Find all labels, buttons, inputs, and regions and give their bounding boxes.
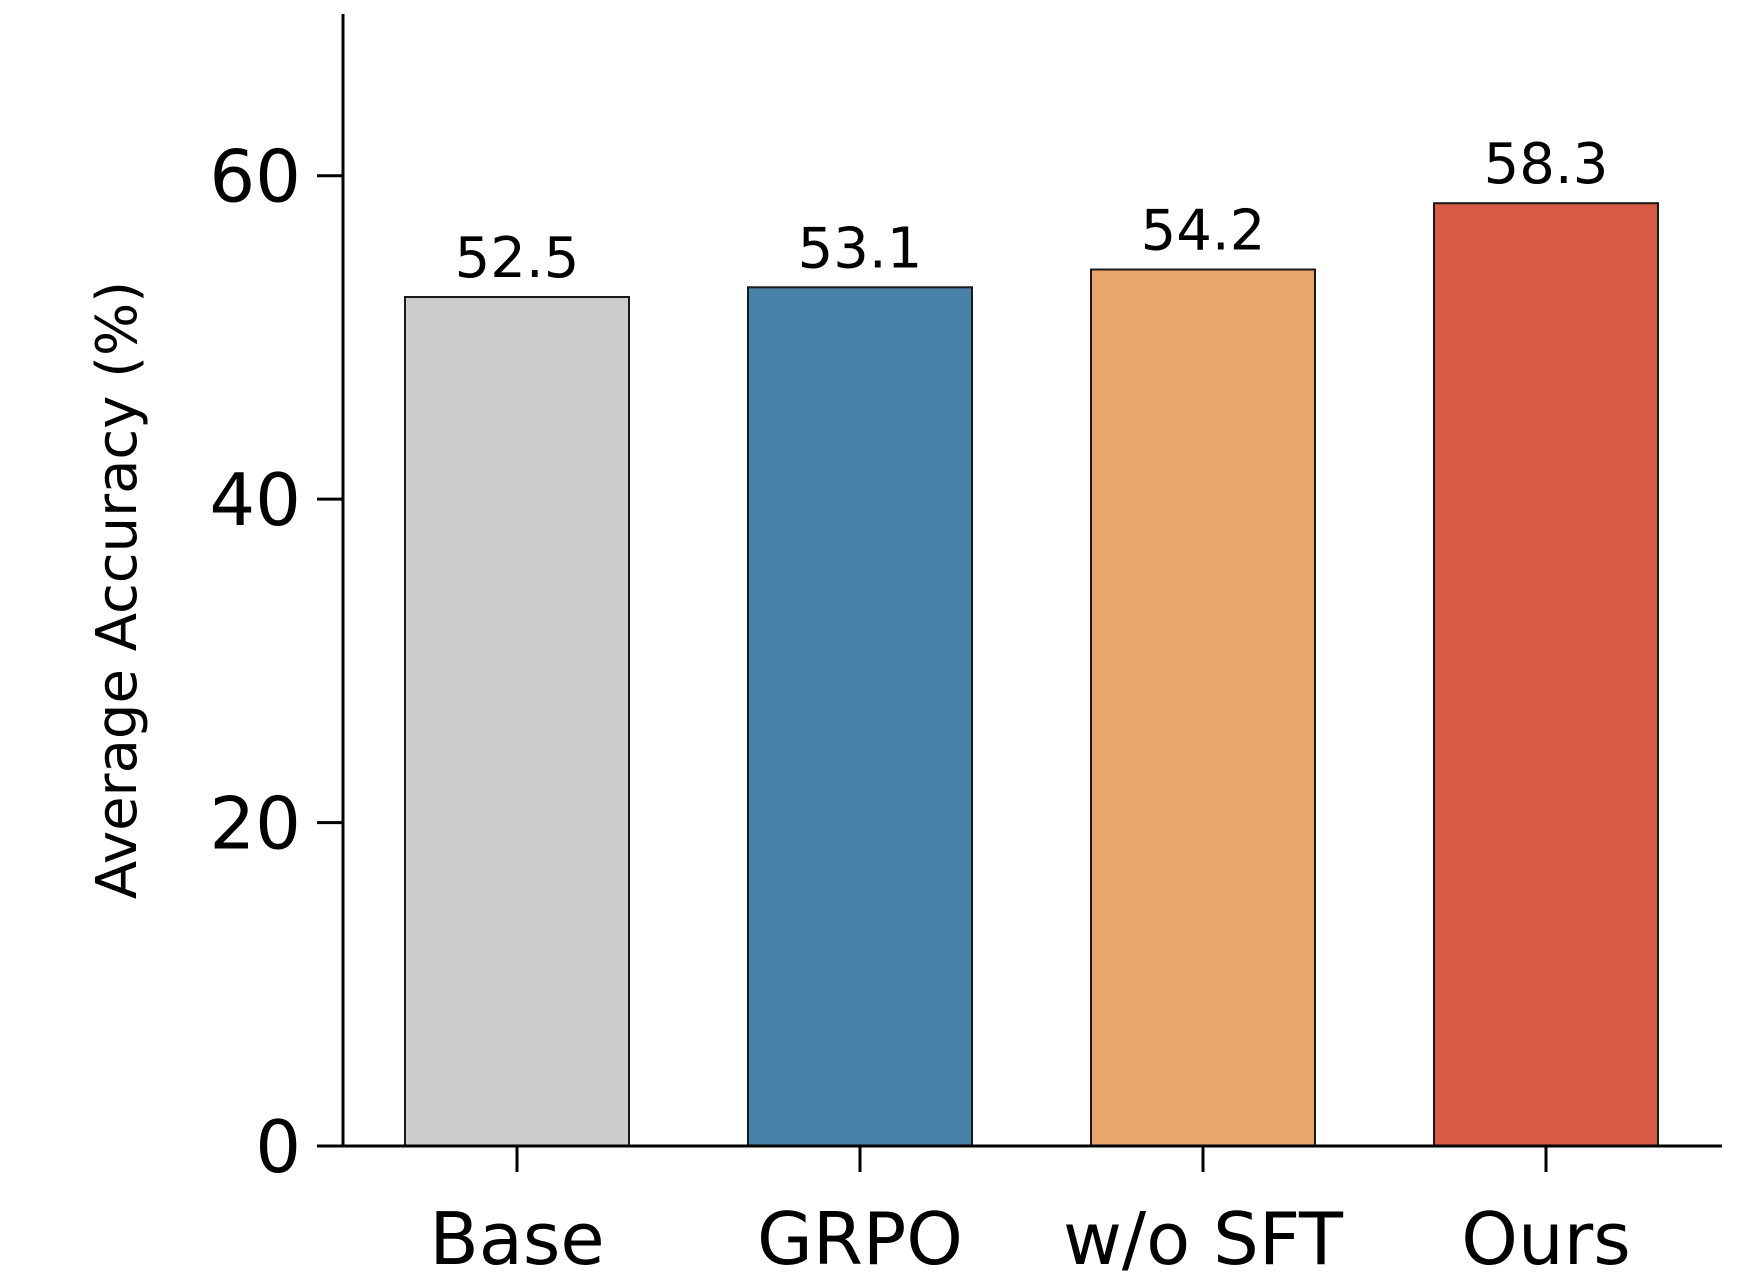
bar (1433, 202, 1659, 1148)
y-tick-label: 60 (209, 135, 301, 219)
y-tick-label: 0 (255, 1105, 301, 1189)
x-tick-label: w/o SFT (1063, 1197, 1344, 1281)
value-labels-layer: 52.5 53.1 54.2 58.3 (455, 132, 1609, 291)
value-label: 58.3 (1484, 132, 1609, 197)
value-label: 52.5 (455, 226, 580, 291)
value-label: 53.1 (798, 216, 923, 281)
y-axis-title: Average Accuracy (%) (85, 281, 150, 899)
x-tick-label: Ours (1461, 1197, 1630, 1281)
bars-layer (404, 202, 1659, 1148)
bar (747, 286, 973, 1148)
y-tick-label: 40 (209, 458, 301, 542)
bar (1090, 268, 1316, 1148)
ticks-layer: Base GRPO w/o SFT Ours 0 20 40 60 (209, 135, 1630, 1281)
x-tick-label: Base (429, 1197, 604, 1281)
x-tick-label: GRPO (757, 1197, 963, 1281)
value-label: 54.2 (1141, 199, 1266, 264)
y-tick-label: 20 (209, 782, 301, 866)
axes-layer (341, 14, 1722, 1148)
bar (404, 296, 630, 1147)
